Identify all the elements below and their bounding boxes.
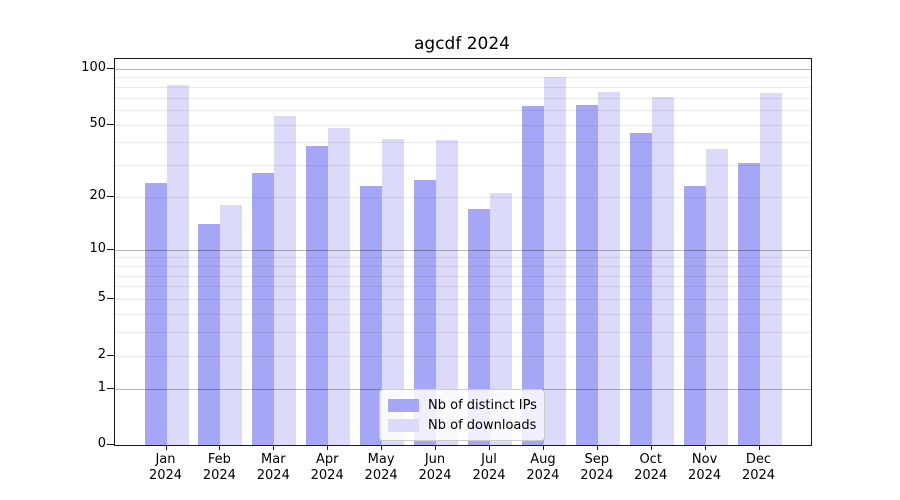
- bar: [382, 138, 405, 445]
- gridline: [115, 68, 811, 70]
- bar: [651, 96, 674, 445]
- legend-label-distinct-ips: Nb of distinct IPs: [428, 397, 537, 413]
- bar: [414, 179, 436, 445]
- legend-swatch-distinct-ips: [388, 398, 419, 412]
- gridline: [115, 110, 811, 111]
- gridline: [115, 265, 811, 267]
- bar: [166, 84, 189, 445]
- bar: [360, 186, 383, 445]
- bar: [306, 146, 329, 445]
- legend-row-distinct-ips: Nb of distinct IPs: [388, 397, 537, 413]
- x-tick-label: Jun 2024: [418, 452, 452, 483]
- gridline: [115, 257, 811, 259]
- bar: [490, 193, 512, 445]
- legend-swatch-downloads: [388, 418, 419, 432]
- bar: [198, 224, 221, 445]
- y-tick-label: 50: [89, 115, 106, 131]
- gridline: [115, 165, 811, 167]
- x-tick-mark: [758, 445, 760, 450]
- x-tick-label: Apr 2024: [310, 452, 344, 483]
- x-tick-mark: [219, 445, 221, 450]
- x-tick-mark: [273, 445, 275, 450]
- y-tick-mark: [107, 387, 114, 389]
- x-tick-mark: [542, 445, 544, 450]
- y-tick-mark: [107, 298, 114, 299]
- gridline: [115, 124, 811, 126]
- y-tick-mark: [107, 67, 114, 69]
- bar: [252, 173, 275, 445]
- x-tick-mark: [596, 445, 598, 450]
- x-tick-label: Jul 2024: [472, 452, 506, 483]
- bar: [683, 186, 706, 445]
- y-tick-label: 2: [97, 346, 106, 362]
- y-tick-mark: [107, 248, 114, 250]
- bar: [737, 162, 760, 445]
- x-tick-label: Aug 2024: [526, 452, 560, 483]
- bar: [144, 182, 167, 445]
- bar: [543, 77, 566, 445]
- gridline: [115, 97, 811, 99]
- x-tick-label: Nov 2024: [688, 452, 722, 483]
- bar: [436, 140, 458, 445]
- x-tick-mark: [704, 445, 706, 450]
- x-tick-mark: [165, 445, 167, 450]
- x-tick-label: Jan 2024: [148, 452, 183, 483]
- chart-title: agcdf 2024: [414, 34, 510, 54]
- x-tick-mark: [489, 445, 490, 450]
- plot-area: [114, 58, 812, 446]
- gridline: [115, 249, 811, 251]
- bar: [705, 148, 728, 445]
- legend-label-downloads: Nb of downloads: [428, 417, 537, 433]
- gridline: [115, 86, 811, 88]
- gridline: [115, 196, 811, 198]
- bar: [521, 106, 544, 445]
- y-tick-label: 20: [89, 187, 106, 203]
- x-tick-label: Sep 2024: [580, 452, 614, 483]
- y-tick-label: 100: [81, 59, 106, 75]
- x-tick-mark: [650, 445, 652, 450]
- legend: Nb of distinct IPs Nb of downloads: [379, 389, 545, 441]
- gridline: [115, 355, 811, 357]
- y-tick-mark: [107, 123, 114, 125]
- y-tick-mark: [107, 444, 114, 445]
- gridline: [115, 286, 811, 288]
- gridline: [115, 313, 811, 315]
- y-tick-label: 1: [97, 379, 106, 395]
- bar: [759, 93, 782, 445]
- x-tick-mark: [381, 445, 383, 450]
- y-tick-label: 5: [97, 290, 106, 305]
- y-tick-label: 10: [89, 240, 106, 256]
- x-tick-label: Oct 2024: [634, 452, 668, 483]
- y-tick-mark: [107, 195, 114, 197]
- legend-row-downloads: Nb of downloads: [388, 418, 536, 433]
- x-tick-label: Dec 2024: [741, 452, 776, 483]
- bar: [220, 205, 243, 445]
- x-tick-label: May 2024: [364, 452, 398, 483]
- bar: [629, 133, 652, 445]
- x-tick-label: Mar 2024: [256, 452, 290, 483]
- y-tick-label: 0: [97, 436, 106, 451]
- bar: [597, 92, 620, 445]
- gridline: [115, 142, 811, 144]
- x-tick-mark: [327, 445, 329, 450]
- bar: [575, 104, 598, 445]
- gridline: [115, 332, 811, 333]
- x-tick-mark: [435, 445, 436, 450]
- y-tick-mark: [107, 354, 114, 356]
- gridline: [115, 299, 811, 300]
- bar: [468, 209, 490, 445]
- gridline: [115, 275, 811, 277]
- gridline: [115, 77, 811, 79]
- x-tick-label: Feb 2024: [202, 452, 236, 483]
- bar: [328, 127, 351, 445]
- bar: [274, 115, 297, 445]
